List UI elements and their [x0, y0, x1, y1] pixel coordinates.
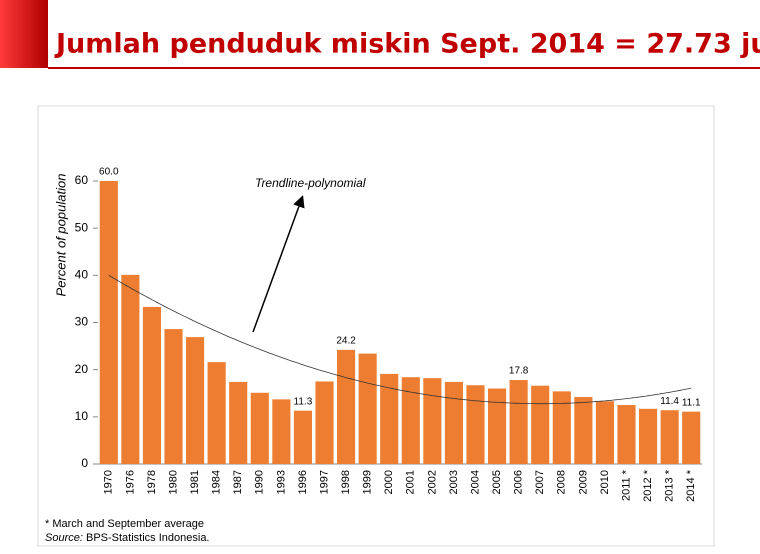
slide-title: Jumlah penduduk miskin Sept. 2014 = 27.7… — [54, 29, 760, 60]
bar — [682, 411, 701, 464]
x-tick-label: 2007 — [534, 470, 546, 494]
x-tick-label: 1981 — [189, 470, 201, 494]
bar — [358, 353, 377, 464]
x-tick-label: 2009 — [577, 470, 589, 494]
y-tick-label: 0 — [81, 456, 88, 470]
x-tick-label: 2003 — [448, 470, 460, 494]
x-tick-label: 1996 — [297, 470, 309, 494]
bar — [423, 378, 442, 464]
y-tick-label: 40 — [75, 267, 89, 281]
bar — [207, 362, 226, 464]
bar — [595, 401, 614, 464]
bar — [293, 410, 312, 464]
source: Source: BPS-Statistics Indonesia. — [45, 532, 210, 544]
title-accent — [0, 0, 48, 68]
footnote: * March and September average — [45, 518, 204, 530]
x-tick-label: 2001 — [405, 470, 417, 494]
bar — [121, 274, 140, 464]
bar — [99, 180, 118, 465]
y-tick-label: 10 — [75, 409, 89, 423]
x-tick-label: 2006 — [513, 470, 525, 494]
bar — [574, 397, 593, 464]
bar — [380, 373, 399, 464]
bar — [444, 381, 463, 464]
bar — [272, 399, 291, 464]
x-tick-label: 1993 — [275, 470, 287, 494]
bar — [552, 391, 571, 464]
x-tick-label: 2004 — [469, 470, 481, 494]
annotation-arrow — [252, 195, 305, 333]
annotation: Trendline-polynomial — [255, 176, 366, 190]
y-axis-label: Percent of population — [53, 174, 68, 297]
value-label: 11.3 — [294, 396, 313, 407]
x-tick-label: 1976 — [124, 470, 136, 494]
bar — [315, 381, 334, 464]
bar — [142, 306, 161, 464]
y-tick-label: 50 — [75, 220, 89, 234]
value-label: 11.4 — [660, 396, 679, 407]
value-label: 17.8 — [509, 366, 529, 377]
x-tick-label: 1998 — [340, 470, 352, 494]
trendline — [108, 274, 692, 405]
bar — [466, 385, 485, 464]
x-tick-label: 2008 — [556, 470, 568, 494]
bar — [660, 410, 679, 464]
x-tick-label: 1990 — [254, 470, 266, 494]
source-label: Source: — [45, 532, 83, 544]
y-tick-label: 30 — [75, 315, 89, 329]
x-tick-label: 2010 — [599, 470, 611, 494]
bar — [639, 408, 658, 464]
bar — [488, 388, 507, 464]
value-label: 60.0 — [99, 167, 119, 178]
value-label: 24.2 — [336, 335, 356, 346]
source-text: BPS-Statistics Indonesia. — [86, 532, 210, 544]
bar — [250, 392, 269, 464]
value-label: 11.1 — [682, 397, 701, 408]
bar — [617, 405, 636, 464]
x-tick-label: 1980 — [167, 470, 179, 494]
x-tick-label: 2014 * — [685, 469, 697, 502]
x-tick-label: 1978 — [146, 470, 158, 494]
bar — [401, 377, 420, 464]
y-tick-label: 20 — [75, 362, 89, 376]
bar — [509, 380, 528, 464]
x-tick-label: 1984 — [211, 470, 223, 494]
bar — [186, 337, 205, 464]
x-tick-label: 1999 — [362, 470, 374, 494]
y-tick-label: 60 — [75, 173, 89, 187]
x-tick-label: 2011 * — [620, 469, 632, 501]
x-tick-label: 2000 — [383, 470, 395, 494]
bar — [229, 381, 248, 464]
x-tick-label: 2012 * — [642, 469, 654, 502]
bar — [337, 349, 356, 464]
x-tick-label: 2013 * — [664, 469, 676, 502]
x-tick-label: 1987 — [232, 470, 244, 494]
x-tick-label: 2005 — [491, 470, 503, 494]
bar — [164, 329, 183, 464]
x-tick-label: 2002 — [426, 470, 438, 494]
x-tick-label: 1997 — [318, 470, 330, 494]
bar — [531, 385, 550, 464]
x-tick-label: 1970 — [103, 470, 115, 494]
